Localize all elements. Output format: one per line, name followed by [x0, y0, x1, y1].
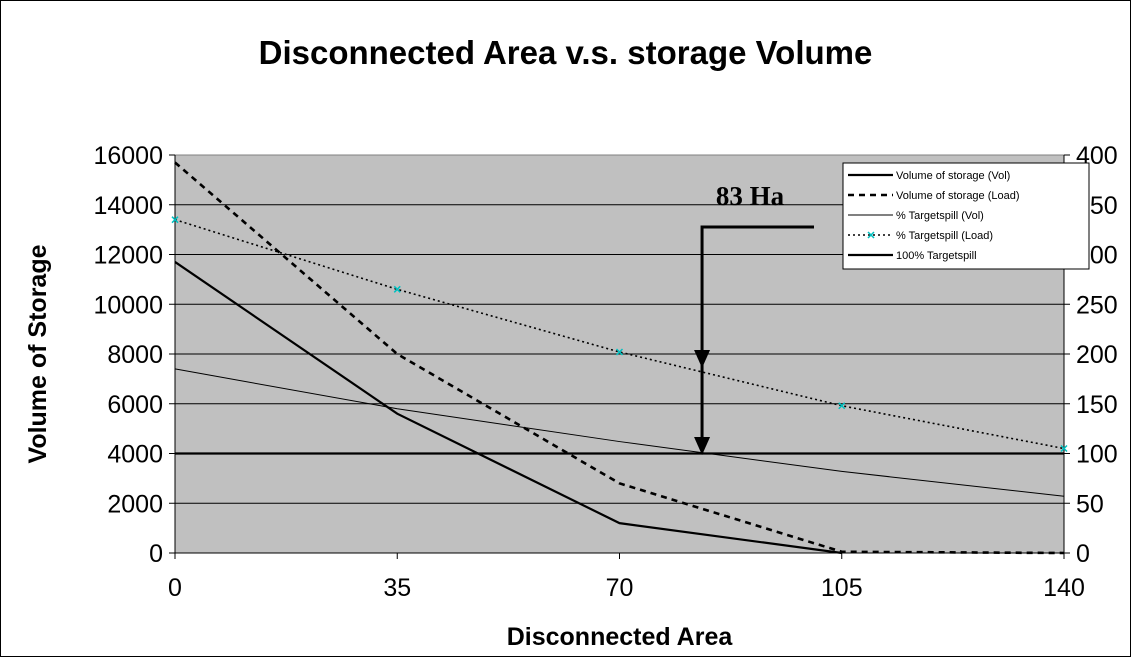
y2-tick-label: 150: [1076, 391, 1118, 419]
y2-tick-label: 50: [1076, 490, 1104, 518]
legend-label: % Targetspill (Load): [896, 230, 993, 242]
y-axis-title: Volume of Storage: [24, 244, 52, 463]
y2-tick-label: 100: [1076, 441, 1118, 469]
annotation-arrowhead-lower: [694, 437, 711, 455]
series-marker: [1060, 444, 1068, 453]
y-tick-label: 8000: [107, 341, 163, 369]
x-tick-label: 0: [168, 574, 182, 602]
y-tick-label: 14000: [93, 192, 163, 220]
legend-label: % Targetspill (Vol): [896, 210, 984, 222]
y-tick-label: 6000: [107, 391, 163, 419]
chart-title: Disconnected Area v.s. storage Volume: [258, 34, 873, 71]
x-tick-label: 70: [606, 574, 634, 602]
y-tick-label: 0: [149, 540, 163, 568]
y-tick-label: 16000: [93, 142, 163, 170]
annotation-label: 83 Ha: [716, 181, 785, 211]
annotation-arrow-line: [700, 225, 814, 442]
series-line-2: [174, 161, 1065, 555]
x-tick-label: 105: [821, 574, 863, 602]
series-line-1: [174, 261, 842, 555]
legend-marker: [867, 231, 875, 239]
legend-box: [842, 162, 1090, 270]
x-axis-title: Disconnected Area: [507, 623, 734, 651]
y-tick-label: 12000: [93, 242, 163, 270]
y-tick-label: 2000: [107, 490, 163, 518]
series-marker: [393, 285, 401, 293]
x-tick-label: 35: [383, 574, 411, 602]
legend-label: Volume of storage (Vol): [896, 170, 1010, 182]
y2-tick-label: 250: [1076, 291, 1118, 319]
series-marker: [615, 348, 624, 356]
legend-label: Volume of storage (Load): [896, 190, 1020, 202]
y2-tick-label: 200: [1076, 341, 1118, 369]
x-tick-label: 140: [1043, 574, 1085, 602]
legend-label: 100% Targetspill: [896, 250, 977, 262]
series-line-3: [174, 368, 1065, 497]
y2-tick-label: 0: [1076, 540, 1090, 568]
annotation-arrowhead-upper: [694, 350, 711, 368]
series-marker: [171, 216, 179, 224]
series-line-4: [174, 218, 1065, 450]
y-tick-label: 4000: [107, 441, 163, 469]
series-marker: [838, 402, 846, 410]
y-tick-label: 10000: [93, 291, 163, 319]
